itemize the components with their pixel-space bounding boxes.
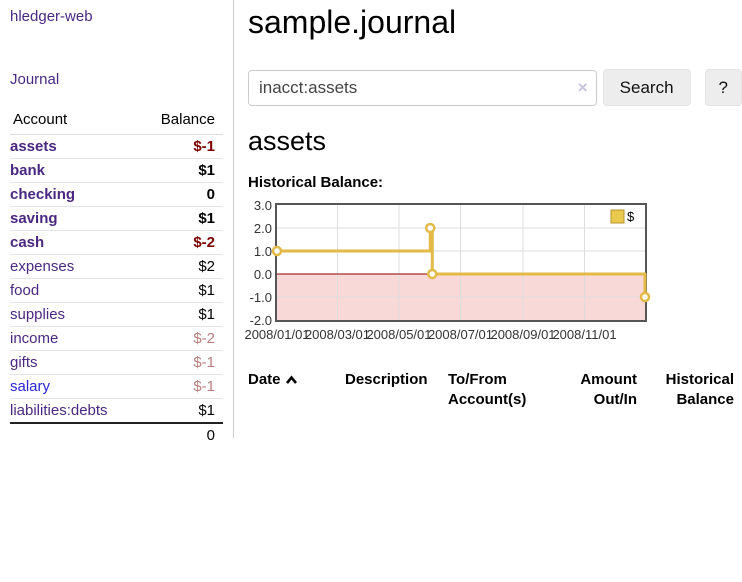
account-balance: $-2 <box>137 230 223 255</box>
balance-column-header: Balance <box>137 108 223 135</box>
y-tick-label: 0.0 <box>253 267 272 282</box>
account-row: bank $1 <box>10 158 223 183</box>
account-link[interactable]: supplies <box>10 306 66 323</box>
x-tick-label: 2008/03/01 <box>304 327 371 342</box>
account-link[interactable]: gifts <box>10 354 38 371</box>
account-row: income $-2 <box>10 326 223 351</box>
account-balance: 0 <box>137 182 223 207</box>
account-link[interactable]: income <box>10 330 59 347</box>
account-row: salary $-1 <box>10 374 223 399</box>
x-tick-label: 2008/09/01 <box>490 327 556 342</box>
account-link[interactable]: checking <box>10 186 76 203</box>
accounts-column-header: To/From Account(s) <box>448 371 527 408</box>
account-row: checking 0 <box>10 182 223 207</box>
y-tick-label: 3.0 <box>253 198 272 213</box>
search-row: × Search ? <box>248 69 742 106</box>
account-row: food $1 <box>10 278 223 303</box>
accounts-total-row: 0 <box>10 422 223 447</box>
sort-ascending-icon <box>285 371 298 391</box>
chart-title: Historical Balance: <box>248 174 384 191</box>
register-header-row: Date Description To/From Account(s) Amou… <box>248 367 740 413</box>
account-balance: $1 <box>137 278 223 303</box>
balance-column-header2: Historical Balance <box>665 371 734 408</box>
account-link[interactable]: food <box>10 282 40 299</box>
account-balance: $1 <box>198 402 215 419</box>
account-balance: $2 <box>137 254 223 279</box>
account-row: gifts $-1 <box>10 350 223 375</box>
account-link[interactable]: liabilities:debts <box>10 402 108 419</box>
brand-link[interactable]: hledger-web <box>10 8 93 25</box>
main-content: sample.journal × Search ? assets Histori… <box>244 0 742 413</box>
accounts-total-balance: 0 <box>137 422 223 447</box>
x-tick-label: 2008/11/01 <box>552 327 617 342</box>
account-row: cash $-2 <box>10 230 223 255</box>
account-column-header: Account <box>10 108 138 135</box>
account-link[interactable]: expenses <box>10 258 75 275</box>
account-row: supplies $1 <box>10 302 223 327</box>
y-tick-label: -2.0 <box>249 313 272 328</box>
svg-text:$: $ <box>627 209 635 224</box>
account-row: saving $1 <box>10 206 223 231</box>
clear-search-icon[interactable]: × <box>577 77 588 97</box>
search-button[interactable]: Search <box>602 69 691 106</box>
account-heading: assets <box>248 126 327 156</box>
account-row: assets $-1 <box>10 134 223 159</box>
y-tick-label: 1.0 <box>253 244 272 259</box>
account-link[interactable]: assets <box>10 138 57 155</box>
sidebar: hledger-web Journal Account Balance asse… <box>0 0 234 447</box>
balance-chart: $ <box>271 205 651 320</box>
account-row: expenses $2 <box>10 254 223 279</box>
account-balance: $-2 <box>137 326 223 351</box>
sidebar-accounts-body: assets $-1 bank $1 checking 0 saving $1 cash $-2 e… <box>10 134 223 424</box>
account-balance: $-1 <box>137 374 223 399</box>
page-title: sample.journal <box>248 4 457 40</box>
x-tick-label: 2008/07/01 <box>427 327 494 342</box>
nav-journal-link[interactable]: Journal <box>10 71 60 88</box>
sidebar-table-header: Account Balance <box>10 108 223 135</box>
account-link[interactable]: salary <box>10 378 51 395</box>
account-row: liabilities:debts $1 <box>10 399 223 424</box>
x-tick-label: 2008/01/01 <box>244 327 310 342</box>
help-button[interactable]: ? <box>704 69 742 106</box>
account-balance: $1 <box>137 158 223 183</box>
description-column-header: Description <box>345 371 428 388</box>
plot-area: $ <box>271 203 651 322</box>
y-tick-label: 2.0 <box>253 221 272 236</box>
account-link[interactable]: cash <box>10 234 45 251</box>
sidebar-accounts-table: Account Balance assets $-1 bank $1 checking 0… <box>10 108 223 447</box>
search-box: × <box>248 69 597 106</box>
account-balance: $-1 <box>137 350 223 375</box>
account-balance: $-1 <box>137 134 223 159</box>
account-balance: $1 <box>137 302 223 327</box>
search-input[interactable] <box>248 69 597 106</box>
register-table: Date Description To/From Account(s) Amou… <box>248 367 740 413</box>
date-column-header[interactable]: Date <box>248 367 345 413</box>
y-tick-label: -1.0 <box>249 290 272 305</box>
account-link[interactable]: bank <box>10 162 46 179</box>
x-tick-label: 2008/05/01 <box>366 327 432 342</box>
account-balance: $1 <box>137 206 223 231</box>
amount-column-header: Amount Out/In <box>580 371 637 408</box>
account-link[interactable]: saving <box>10 210 58 227</box>
chart: $ 3.0 2.0 1.0 0.0 -1.0 -2.0 2008/01/01 2008/03/… <box>244 198 742 347</box>
